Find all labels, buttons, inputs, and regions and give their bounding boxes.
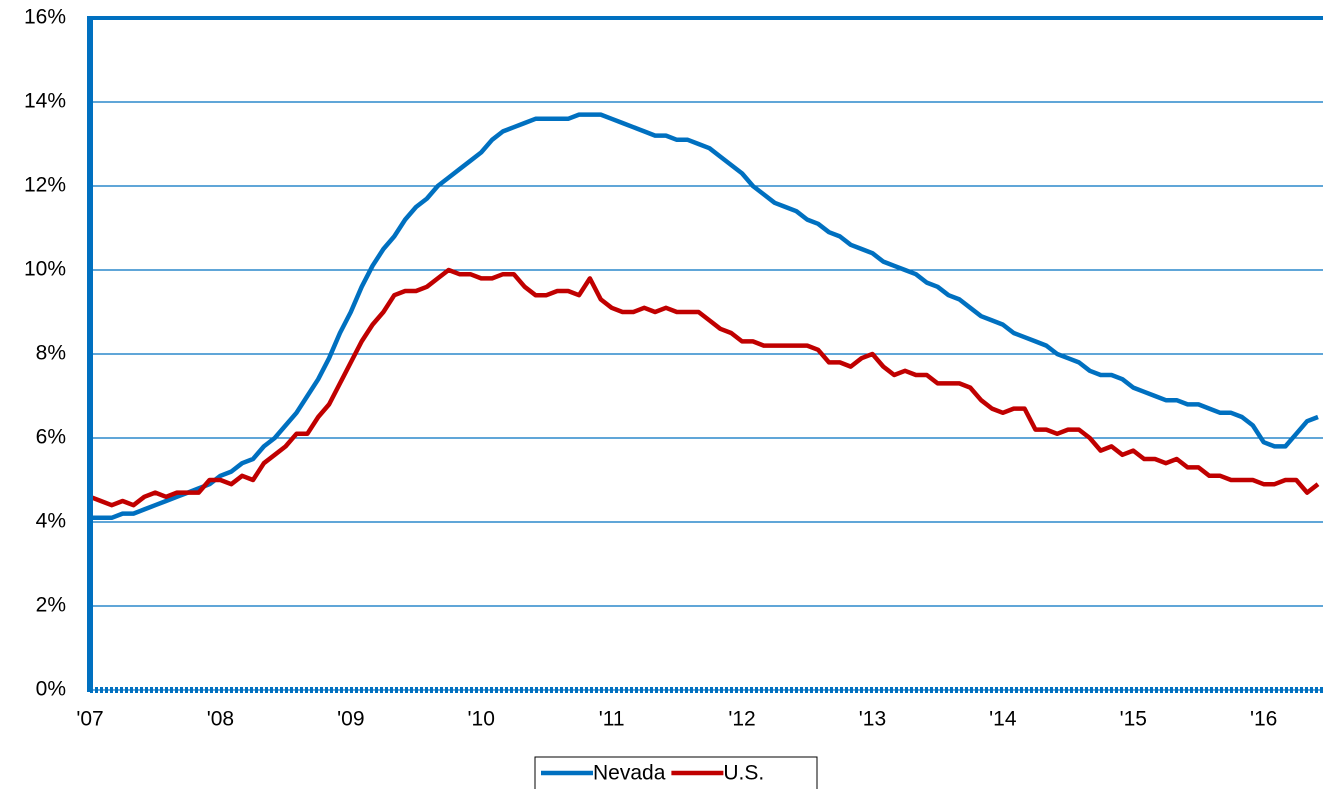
x-tick-label: '16 xyxy=(1250,708,1277,731)
legend-label: U.S. xyxy=(723,762,764,785)
x-tick-label: '11 xyxy=(599,708,625,731)
x-tick-label: '12 xyxy=(728,708,755,731)
x-tick-label: '09 xyxy=(337,708,364,731)
y-tick-label: 8% xyxy=(36,342,66,365)
x-tick-label: '14 xyxy=(989,708,1017,731)
x-tick-label: '08 xyxy=(207,708,234,731)
x-tick-label: '15 xyxy=(1120,708,1147,731)
axes: 0% 2% 4% 6% 8% 10% 12% 14% 16% '07 '08 '09 '10 '11 '12… xyxy=(24,6,1323,731)
y-tick-label: 14% xyxy=(24,90,66,113)
y-tick-label: 12% xyxy=(24,174,66,197)
x-tick-label: '13 xyxy=(859,708,886,731)
y-tick-label: 0% xyxy=(36,678,66,701)
y-tick-label: 6% xyxy=(36,426,66,449)
x-tick-label: '07 xyxy=(76,708,103,731)
lines xyxy=(89,112,1320,521)
legend-box xyxy=(534,756,818,794)
y-tick-label: 10% xyxy=(24,258,66,281)
legend-label: Nevada xyxy=(593,762,666,785)
y-tick-label: 16% xyxy=(24,6,66,29)
legend: Nevada U.S. xyxy=(534,756,818,794)
series-line xyxy=(90,112,1319,521)
series-line xyxy=(89,267,1320,508)
y-tick-label: 4% xyxy=(36,510,66,533)
x-tick-label: '10 xyxy=(468,708,495,731)
y-tick-label: 2% xyxy=(36,594,66,617)
